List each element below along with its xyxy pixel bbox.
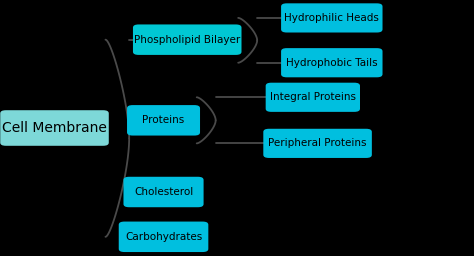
Text: Hydrophobic Tails: Hydrophobic Tails: [286, 58, 378, 68]
Text: Phospholipid Bilayer: Phospholipid Bilayer: [134, 35, 240, 45]
Text: Proteins: Proteins: [142, 115, 185, 125]
Text: Carbohydrates: Carbohydrates: [125, 232, 202, 242]
Text: Peripheral Proteins: Peripheral Proteins: [268, 138, 367, 148]
FancyBboxPatch shape: [281, 3, 383, 33]
FancyBboxPatch shape: [0, 110, 109, 146]
FancyBboxPatch shape: [118, 222, 208, 252]
Text: Cell Membrane: Cell Membrane: [2, 121, 107, 135]
Text: Cholesterol: Cholesterol: [134, 187, 193, 197]
FancyBboxPatch shape: [123, 177, 203, 207]
Text: Hydrophilic Heads: Hydrophilic Heads: [284, 13, 379, 23]
FancyBboxPatch shape: [281, 48, 383, 77]
Text: Integral Proteins: Integral Proteins: [270, 92, 356, 102]
FancyBboxPatch shape: [264, 129, 372, 158]
FancyBboxPatch shape: [265, 83, 360, 112]
FancyBboxPatch shape: [133, 25, 242, 55]
FancyBboxPatch shape: [127, 105, 200, 136]
